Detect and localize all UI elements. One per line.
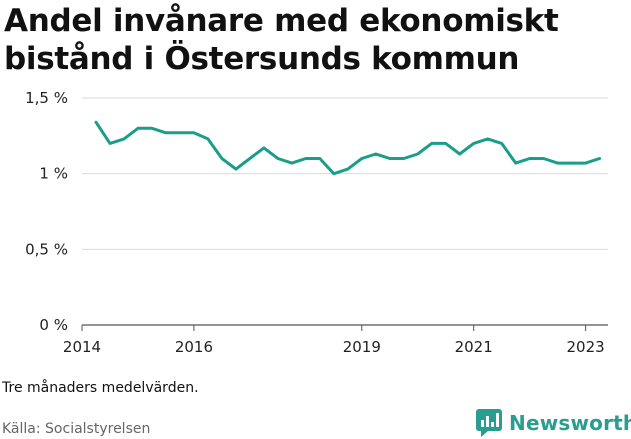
data-point bbox=[290, 161, 294, 165]
line-chart: 0 % 0,5 % 1 % 1,5 % 2014 2016 2019 2021 2023 bbox=[25, 89, 608, 356]
data-point bbox=[276, 157, 280, 160]
data-point bbox=[584, 161, 587, 165]
data-point bbox=[360, 157, 363, 160]
chart-title-line-1: Andel invånare med ekonomiskt bbox=[4, 3, 559, 39]
data-point bbox=[514, 161, 517, 165]
data-point bbox=[220, 157, 224, 160]
data-point bbox=[332, 172, 336, 175]
data-point bbox=[556, 161, 559, 165]
x-tick-label: 2019 bbox=[343, 338, 381, 356]
data-point bbox=[262, 146, 266, 150]
data-point bbox=[108, 142, 112, 145]
data-point bbox=[164, 131, 168, 135]
chart-title: Andel invånare med ekonomiskt bistånd i … bbox=[4, 2, 624, 78]
x-axis: 2014 2016 2019 2021 2023 bbox=[63, 325, 605, 356]
data-point bbox=[542, 157, 545, 160]
grid-lines bbox=[82, 97, 608, 326]
y-axis: 0 % 0,5 % 1 % 1,5 % bbox=[25, 89, 68, 334]
data-point bbox=[206, 137, 210, 141]
data-point bbox=[374, 152, 377, 156]
data-point bbox=[248, 157, 252, 160]
series-line bbox=[94, 120, 602, 176]
data-point bbox=[570, 161, 573, 165]
data-point bbox=[122, 137, 126, 141]
y-tick-label: 0,5 % bbox=[25, 240, 68, 258]
data-point bbox=[150, 127, 154, 130]
data-point bbox=[486, 137, 489, 141]
data-point bbox=[192, 131, 196, 135]
x-tick-label: 2014 bbox=[63, 338, 101, 356]
data-point bbox=[346, 167, 349, 171]
x-tick-label: 2021 bbox=[455, 338, 493, 356]
y-tick-label: 0 % bbox=[39, 316, 68, 334]
data-point bbox=[94, 121, 98, 124]
data-point bbox=[402, 157, 405, 160]
y-tick-label: 1,5 % bbox=[25, 89, 68, 107]
data-point bbox=[472, 142, 475, 145]
brand-name: Newsworthy bbox=[509, 411, 631, 435]
data-point bbox=[458, 152, 461, 156]
data-point bbox=[430, 142, 433, 145]
data-point bbox=[136, 127, 140, 130]
data-point bbox=[234, 167, 238, 171]
data-point bbox=[318, 157, 322, 160]
data-point bbox=[178, 131, 182, 135]
source-text: Källa: Socialstyrelsen bbox=[2, 421, 151, 437]
data-point bbox=[388, 157, 391, 160]
chart-title-line-2: bistånd i Östersunds kommun bbox=[4, 41, 520, 77]
data-point bbox=[528, 157, 531, 160]
y-tick-label: 1 % bbox=[39, 165, 68, 183]
data-point bbox=[598, 157, 601, 160]
series-layer bbox=[94, 120, 602, 176]
newsworthy-logo-icon bbox=[476, 409, 502, 437]
data-point bbox=[304, 157, 308, 160]
data-point bbox=[444, 142, 447, 145]
chart-note: Tre månaders medelvärden. bbox=[2, 380, 199, 396]
data-point bbox=[416, 152, 419, 156]
data-point bbox=[500, 142, 503, 145]
x-tick-label: 2016 bbox=[175, 338, 213, 356]
brand-logo[interactable]: Newsworthy bbox=[476, 408, 631, 438]
x-tick-label: 2023 bbox=[567, 338, 605, 356]
